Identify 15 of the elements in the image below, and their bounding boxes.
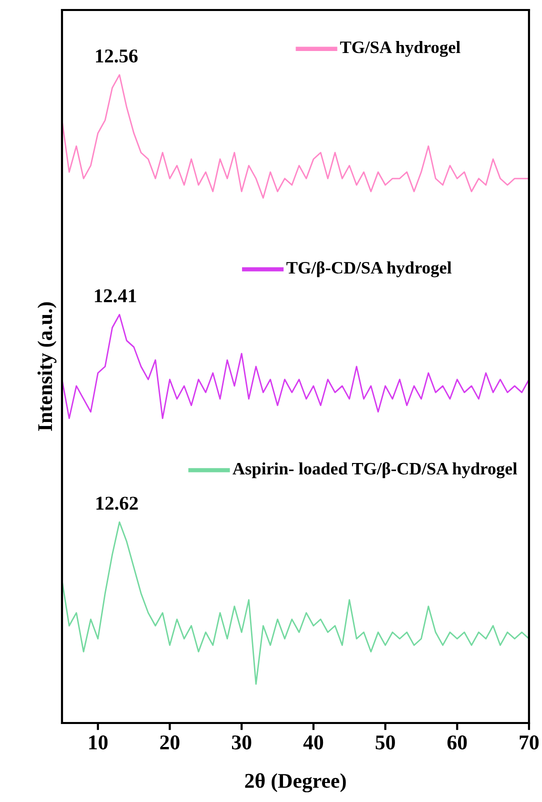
legend-label: TG/SA hydrogel	[340, 40, 460, 57]
legend-label: Aspirin- loaded TG/β-CD/SA hydrogel	[232, 462, 518, 478]
x-tick-label: 10	[89, 735, 108, 750]
annotation: 12.56	[96, 49, 138, 63]
x-tick-label: 20	[160, 735, 180, 750]
x-axis-title: 2θ (Degree)	[245, 773, 346, 792]
x-tick-label: 60	[447, 735, 467, 750]
legend-label: TG/β-CD/SA hydrogel	[286, 261, 452, 278]
y-axis-title: Intensity (a.u.)	[37, 302, 56, 431]
annotation: 12.62	[96, 496, 138, 510]
x-tick-label: 70	[520, 735, 539, 750]
x-tick-label: 50	[376, 735, 395, 750]
x-tick-label: 40	[303, 735, 324, 750]
annotation: 12.41	[94, 289, 136, 302]
x-tick-label: 30	[232, 735, 252, 750]
